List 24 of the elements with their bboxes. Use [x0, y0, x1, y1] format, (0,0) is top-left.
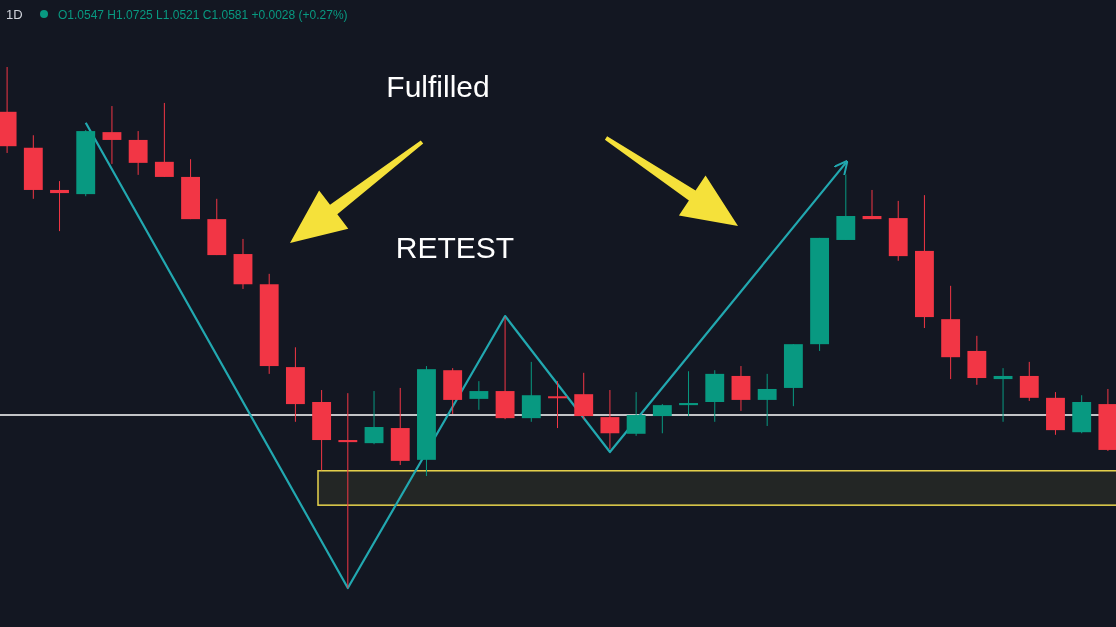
candlestick — [521, 361, 541, 423]
candlestick — [574, 372, 594, 420]
candlestick — [102, 105, 122, 165]
candlestick — [679, 370, 698, 417]
candlestick — [1019, 361, 1039, 402]
candlestick — [469, 380, 489, 411]
candlestick — [836, 173, 856, 241]
candlestick — [652, 403, 672, 434]
candlestick — [731, 365, 751, 412]
candlestick — [50, 180, 69, 232]
annotation: RETEST — [395, 231, 515, 264]
candlestick — [364, 390, 384, 445]
candlestick — [600, 389, 620, 450]
candlestick — [548, 380, 567, 429]
candlestick — [757, 373, 777, 427]
candlestick — [154, 102, 174, 178]
candlestick — [338, 392, 358, 589]
chart-title: 1D — [6, 7, 23, 22]
candlestick — [128, 130, 148, 176]
candlestick — [993, 367, 1013, 423]
annotation: Fulfilled — [386, 70, 490, 103]
chart-subtitle: O1.0547 H1.0725 L1.0521 C1.0581 +0.0028 (+0.27%) — [58, 8, 348, 22]
candlestick — [862, 189, 882, 220]
candlestick — [626, 391, 646, 437]
